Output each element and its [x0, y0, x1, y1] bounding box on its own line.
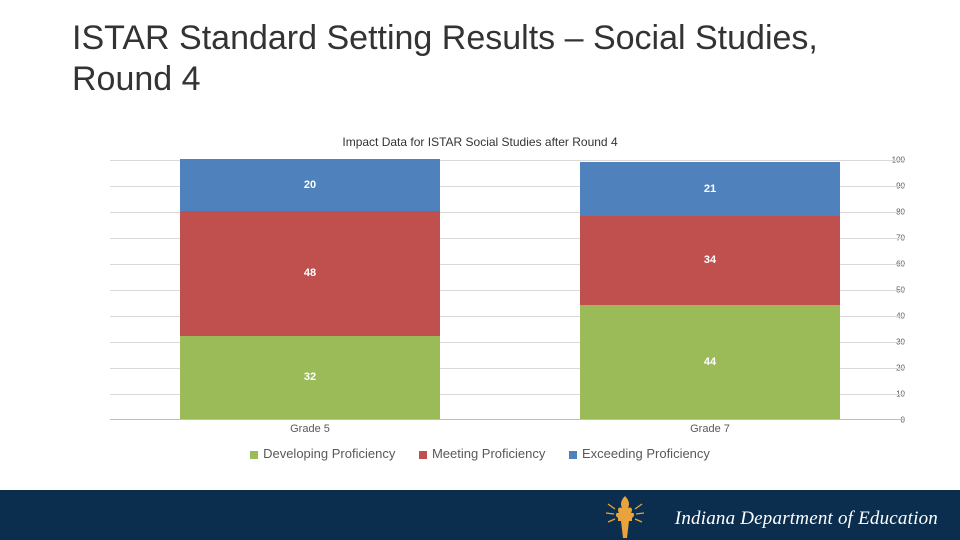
bar-segment: 32 [180, 336, 440, 419]
bar-value-label: 44 [580, 356, 840, 368]
legend-label: Exceeding Proficiency [582, 446, 710, 461]
bar-value-label: 21 [580, 183, 840, 195]
category-label: Grade 7 [580, 423, 840, 435]
footer-text: Indiana Department of Education [675, 508, 938, 530]
slide: ISTAR Standard Setting Results – Social … [0, 0, 960, 540]
bar-value-label: 32 [180, 371, 440, 383]
footer-bar: Indiana Department of Education [0, 490, 960, 540]
legend-item-developing: Developing Proficiency [250, 446, 395, 461]
page-title: ISTAR Standard Setting Results – Social … [72, 18, 892, 100]
chart-area: 0102030405060708090100 324820443421 Grad… [85, 160, 905, 420]
legend: Developing Proficiency Meeting Proficien… [0, 446, 960, 461]
swatch-meeting [419, 451, 427, 459]
legend-item-meeting: Meeting Proficiency [419, 446, 545, 461]
bar-segment: 20 [180, 159, 440, 211]
bar-segment: 48 [180, 211, 440, 336]
bar-value-label: 34 [580, 254, 840, 266]
chart-title: Impact Data for ISTAR Social Studies aft… [0, 135, 960, 149]
bar-segment: 44 [580, 305, 840, 419]
swatch-exceeding [569, 451, 577, 459]
category-label: Grade 5 [180, 423, 440, 435]
bar-group: 44 34 21 [580, 162, 840, 419]
bar-segment: 21 [580, 162, 840, 217]
bar-segment: 34 [580, 216, 840, 304]
legend-label: Meeting Proficiency [432, 446, 545, 461]
legend-item-exceeding: Exceeding Proficiency [569, 446, 710, 461]
swatch-developing [250, 451, 258, 459]
category-labels: Grade 5 Grade 7 [110, 423, 905, 439]
torch-icon [605, 494, 645, 538]
bar-group: 32 48 20 [180, 159, 440, 419]
legend-label: Developing Proficiency [263, 446, 395, 461]
plot-area: 32 48 20 44 34 21 [110, 160, 905, 420]
bar-value-label: 48 [180, 267, 440, 279]
bar-value-label: 20 [180, 179, 440, 191]
